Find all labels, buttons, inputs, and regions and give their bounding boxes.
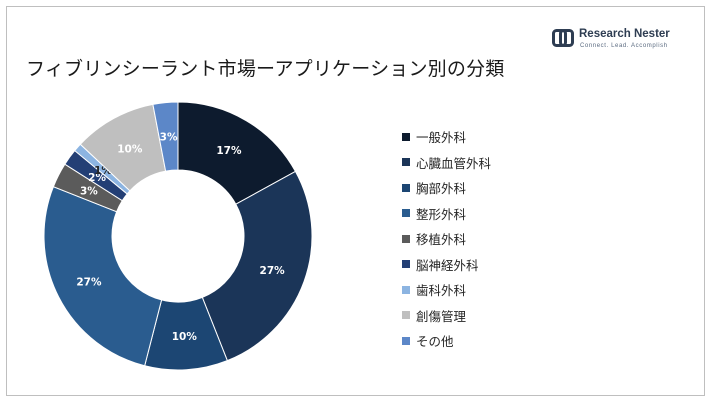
slice-data-label: 17% [216,145,242,157]
donut-slice [43,186,163,367]
legend-item: 胸部外科 [402,175,491,201]
legend-item: 脳神経外科 [402,252,491,278]
slice-data-label: 27% [76,276,102,288]
chart-legend: 一般外科心臓血管外科 胸部外科整形外科移植外科脳神経外科歯科外科創傷管理その他 [402,124,491,354]
legend-label: 胸部外科 [416,181,467,197]
slice-data-label: 10% [172,331,198,343]
slice-data-label: 10% [117,143,143,155]
legend-item: その他 [402,328,491,354]
legend-swatch [402,132,410,141]
legend-swatch [402,311,410,320]
legend-swatch [402,234,410,243]
legend-label: 心臓血管外科 [416,155,492,171]
slice-data-label: 2% [88,172,106,184]
legend-item: 移植外科 [402,226,491,252]
legend-item: 一般外科 [402,124,491,150]
slice-data-label: 27% [260,265,286,277]
legend-label: 脳神経外科 [416,257,479,273]
logo-name: Research Nester [579,28,670,40]
legend-swatch [402,209,410,218]
legend-item: 整形外科 [402,201,491,227]
legend-item: 心臓血管外科 [402,150,491,176]
legend-item: 創傷管理 [402,303,491,329]
legend-label: 歯科外科 [416,283,467,299]
logo-tagline: Connect. Lead. Accomplish [580,43,668,49]
donut-slice [152,101,179,172]
donut-slice [201,170,313,362]
legend-item: 歯科外科 [402,277,491,303]
legend-label: その他 [416,334,454,350]
legend-swatch [402,336,410,345]
chart-title: フィブリンシーラント市場ーアプリケーション別の分類 [26,58,505,80]
legend-swatch [402,183,410,192]
legend-swatch [402,260,410,269]
legend-label: 創傷管理 [416,308,467,324]
slice-data-label: 3% [80,186,98,198]
legend-label: 移植外科 [416,232,467,248]
research-nester-logo: Research Nester Connect. Lead. Accomplis… [552,27,682,53]
logo-mark-icon [552,29,574,47]
legend-swatch [402,158,410,167]
legend-swatch [402,285,410,294]
legend-label: 一般外科 [416,130,467,146]
slice-data-label: 3% [160,131,178,143]
legend-label: 整形外科 [416,206,467,222]
